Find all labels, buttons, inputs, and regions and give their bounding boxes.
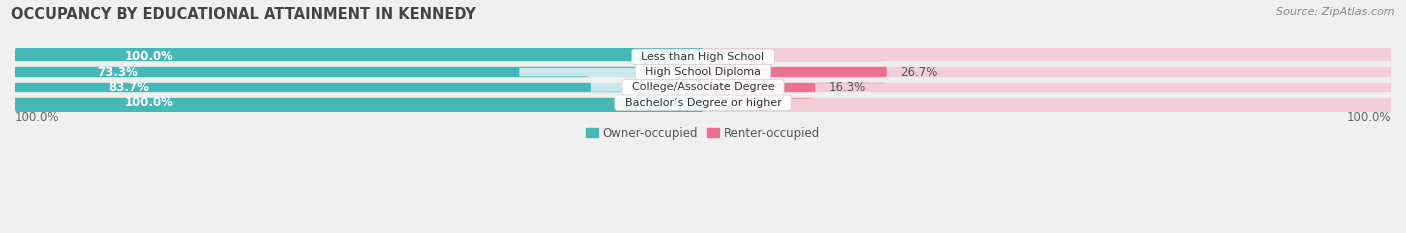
FancyBboxPatch shape	[703, 92, 1391, 114]
Text: OCCUPANCY BY EDUCATIONAL ATTAINMENT IN KENNEDY: OCCUPANCY BY EDUCATIONAL ATTAINMENT IN K…	[11, 7, 477, 22]
FancyBboxPatch shape	[703, 61, 1391, 83]
Text: 0.0%: 0.0%	[717, 50, 747, 63]
Text: 83.7%: 83.7%	[108, 81, 149, 94]
Text: Bachelor’s Degree or higher: Bachelor’s Degree or higher	[617, 98, 789, 108]
Text: Less than High School: Less than High School	[634, 52, 772, 62]
Bar	[703, 97, 1391, 108]
FancyBboxPatch shape	[703, 76, 815, 99]
FancyBboxPatch shape	[15, 61, 703, 83]
FancyBboxPatch shape	[15, 46, 703, 68]
FancyBboxPatch shape	[15, 46, 703, 68]
Text: 100.0%: 100.0%	[15, 111, 59, 124]
FancyBboxPatch shape	[15, 76, 591, 99]
Text: 100.0%: 100.0%	[125, 96, 174, 109]
Bar	[15, 67, 703, 78]
FancyBboxPatch shape	[15, 61, 519, 83]
FancyBboxPatch shape	[703, 61, 887, 83]
Text: 26.7%: 26.7%	[900, 66, 938, 79]
FancyBboxPatch shape	[15, 46, 1391, 68]
Bar	[15, 82, 703, 93]
Text: 100.0%: 100.0%	[1347, 111, 1391, 124]
Text: 16.3%: 16.3%	[830, 81, 866, 94]
FancyBboxPatch shape	[15, 92, 703, 114]
Text: College/Associate Degree: College/Associate Degree	[624, 82, 782, 93]
Text: High School Diploma: High School Diploma	[638, 67, 768, 77]
Bar	[703, 51, 1391, 62]
FancyBboxPatch shape	[15, 61, 1391, 83]
Bar	[703, 67, 1391, 78]
FancyBboxPatch shape	[703, 76, 1391, 99]
FancyBboxPatch shape	[15, 92, 1391, 114]
Bar	[15, 51, 703, 62]
FancyBboxPatch shape	[703, 46, 1391, 68]
FancyBboxPatch shape	[15, 92, 703, 114]
Bar	[15, 97, 703, 108]
Bar	[703, 82, 1391, 93]
Text: 0.0%: 0.0%	[717, 96, 747, 109]
Text: 100.0%: 100.0%	[125, 50, 174, 63]
Text: 73.3%: 73.3%	[97, 66, 138, 79]
FancyBboxPatch shape	[15, 76, 703, 99]
Text: Source: ZipAtlas.com: Source: ZipAtlas.com	[1277, 7, 1395, 17]
FancyBboxPatch shape	[15, 76, 1391, 99]
Legend: Owner-occupied, Renter-occupied: Owner-occupied, Renter-occupied	[586, 127, 820, 140]
